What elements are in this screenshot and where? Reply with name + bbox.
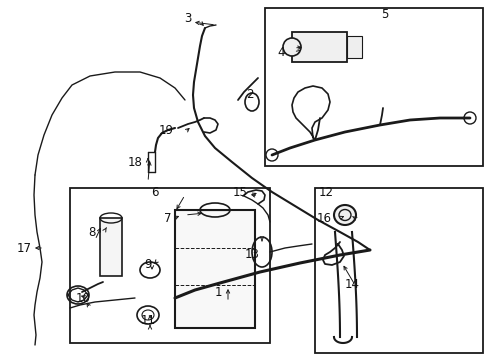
Text: 18: 18 <box>127 156 143 168</box>
Text: 11: 11 <box>141 314 155 327</box>
Text: 15: 15 <box>233 185 248 198</box>
Text: 14: 14 <box>344 279 360 292</box>
Text: 6: 6 <box>151 185 159 198</box>
Text: 19: 19 <box>159 123 174 136</box>
Ellipse shape <box>334 205 356 225</box>
Text: 3: 3 <box>185 12 192 24</box>
Ellipse shape <box>283 38 301 56</box>
Text: 5: 5 <box>381 8 389 21</box>
Text: 12: 12 <box>318 186 334 199</box>
Text: 17: 17 <box>17 242 31 255</box>
Text: 2: 2 <box>246 89 254 102</box>
Bar <box>70 188 270 343</box>
Bar <box>315 188 483 353</box>
Text: 13: 13 <box>245 248 259 261</box>
Text: 16: 16 <box>317 211 332 225</box>
Bar <box>265 8 483 166</box>
Bar <box>100 218 122 276</box>
Text: 10: 10 <box>75 292 91 305</box>
Text: 9: 9 <box>144 257 152 270</box>
Text: 1: 1 <box>215 285 222 298</box>
Bar <box>292 32 347 62</box>
Bar <box>175 210 255 328</box>
Text: 4: 4 <box>277 45 285 58</box>
Bar <box>347 36 362 58</box>
Text: 7: 7 <box>164 211 172 225</box>
Text: 8: 8 <box>88 226 96 239</box>
